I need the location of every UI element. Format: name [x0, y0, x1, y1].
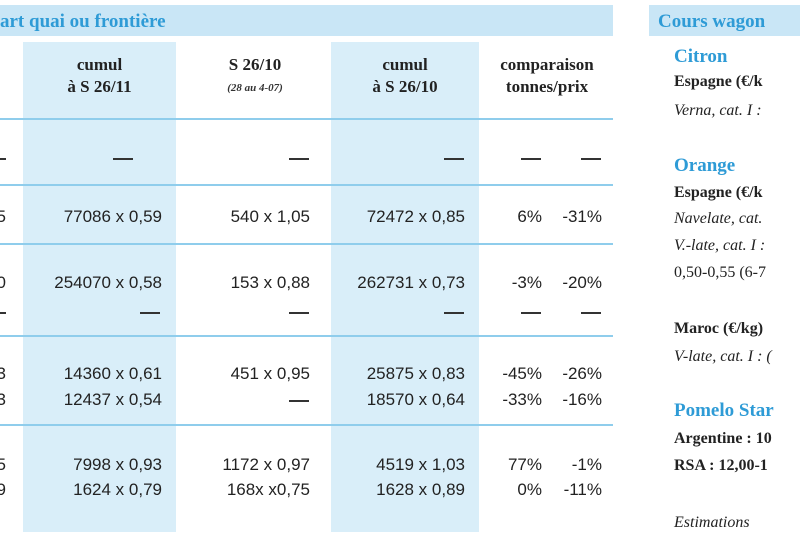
dash	[581, 158, 601, 160]
right-header-title: Cours wagon	[658, 11, 766, 32]
orange-line-1: Espagne (€/k	[674, 184, 763, 201]
rule-header	[0, 118, 613, 120]
citron-title: Citron	[674, 46, 728, 67]
row3-edge: 3	[0, 364, 6, 383]
dash	[113, 158, 133, 160]
col-header-s-26-10: S 26/10	[228, 55, 282, 74]
left-header-bar: art quai ou frontière	[0, 5, 613, 36]
rule-4	[0, 424, 613, 426]
orange-line-2: Navelate, cat.	[674, 210, 763, 227]
row1-s-26-10: 540 x 1,05	[230, 207, 310, 226]
dash	[140, 312, 160, 314]
row5-compare-tonnes: 77%	[507, 455, 542, 474]
dash	[0, 312, 6, 314]
dash	[289, 400, 309, 402]
col-header-cumul-26-10: cumul à S 26/10	[372, 55, 438, 96]
row5-cumul-26-11: 7998 x 0,93	[73, 455, 162, 474]
maroc-line-1: Maroc (€/kg)	[674, 320, 764, 337]
col-header-cumul-26-11: cumul à S 26/11	[67, 55, 132, 96]
row2-cumul-26-11: 254070 x 0,58	[54, 273, 162, 292]
row2-edge: 0	[0, 273, 6, 292]
row6-cumul-26-11: 1624 x 0,79	[73, 480, 162, 499]
pomelo-title: Pomelo Star	[674, 400, 774, 421]
row1-cumul-26-10: 72472 x 0,85	[366, 207, 465, 226]
dash	[289, 158, 309, 160]
dash	[289, 312, 309, 314]
row4-compare-tonnes: -33%	[502, 390, 542, 409]
dash	[521, 312, 541, 314]
row5-compare-prix: -1%	[571, 455, 602, 474]
row6-edge: 9	[0, 480, 6, 499]
rule-1	[0, 184, 613, 186]
row1-compare-prix: -31%	[562, 207, 602, 226]
row4-cumul-26-11: 12437 x 0,54	[63, 390, 162, 409]
row6-compare-prix: -11%	[563, 480, 602, 499]
dash	[444, 158, 464, 160]
maroc-line-2: V-late, cat. I : (	[674, 348, 772, 365]
row1-cumul-26-11: 77086 x 0,59	[63, 207, 162, 226]
row3-cumul-26-11: 14360 x 0,61	[63, 364, 162, 383]
row3-cumul-26-10: 25875 x 0,83	[366, 364, 465, 383]
column-band-3	[331, 42, 479, 532]
row6-s-26-10: 168x x0,75	[226, 480, 310, 499]
row4-cumul-26-10: 18570 x 0,64	[366, 390, 465, 409]
orange-line-3: V.-late, cat. I :	[674, 237, 766, 254]
footer-estimations: Estimations	[674, 514, 750, 531]
dash	[444, 312, 464, 314]
row4-compare-prix: -16%	[562, 390, 602, 409]
left-header-title: art quai ou frontière	[0, 11, 166, 32]
citron-line-1: Espagne (€/k	[674, 73, 763, 90]
pomelo-line-1: Argentine : 10	[674, 430, 772, 447]
dash	[0, 158, 6, 160]
row6-cumul-26-10: 1628 x 0,89	[376, 480, 465, 499]
row3-s-26-10: 451 x 0,95	[230, 364, 310, 383]
dash	[521, 158, 541, 160]
column-band-1	[23, 42, 176, 532]
row2-cumul-26-10: 262731 x 0,73	[357, 273, 465, 292]
col-header-comparaison: comparaison tonnes/prix	[500, 55, 594, 96]
dash	[581, 312, 601, 314]
citron-line-2: Verna, cat. I :	[674, 102, 762, 119]
row1-compare-tonnes: 6%	[517, 207, 542, 226]
row2-s-26-10: 153 x 0,88	[230, 273, 310, 292]
row2-compare-tonnes: -3%	[511, 273, 542, 292]
col-header-s-26-10-dates: (28 au 4-07)	[227, 82, 283, 94]
row3-compare-tonnes: -45%	[502, 364, 542, 383]
rule-3	[0, 335, 613, 337]
right-header-bar: Cours wagon	[649, 5, 800, 36]
row6-compare-tonnes: 0%	[517, 480, 542, 499]
row5-s-26-10: 1172 x 0,97	[222, 455, 310, 474]
pomelo-line-2: RSA : 12,00-1	[674, 457, 768, 474]
orange-line-4: 0,50-0,55 (6-7	[674, 264, 766, 281]
orange-title: Orange	[674, 155, 736, 176]
row4-edge: 3	[0, 390, 6, 409]
rule-2	[0, 243, 613, 245]
row2-compare-prix: -20%	[562, 273, 602, 292]
row3-compare-prix: -26%	[562, 364, 602, 383]
row1-edge: 5	[0, 207, 6, 226]
row5-cumul-26-10: 4519 x 1,03	[376, 455, 465, 474]
row5-edge: 5	[0, 455, 6, 474]
